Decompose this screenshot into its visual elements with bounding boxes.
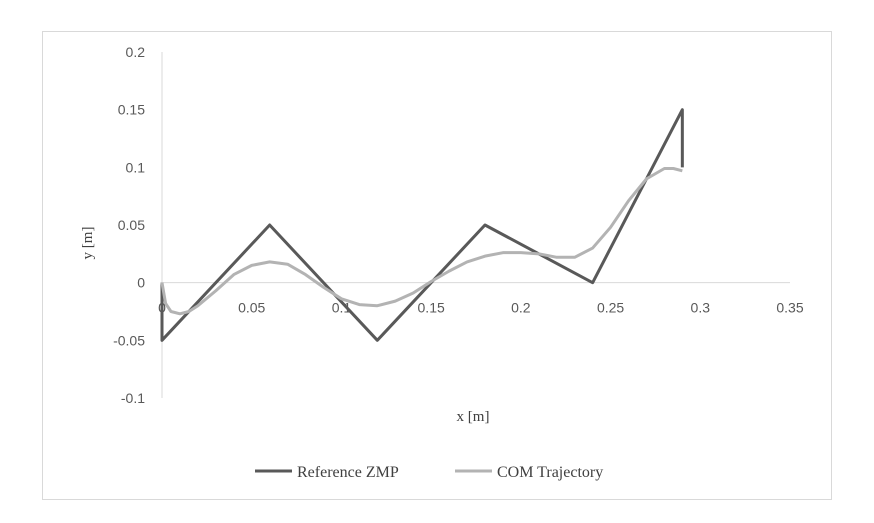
chart-area <box>42 31 832 500</box>
axes <box>161 52 790 398</box>
series-lines <box>160 108 684 342</box>
y-tick-label: 0.05 <box>118 217 145 233</box>
x-tick-label: 0.3 <box>691 300 711 316</box>
y-tick-label: -0.05 <box>113 332 145 348</box>
x-tick-label: 0.05 <box>238 300 265 316</box>
x-tick-label: 0.35 <box>776 300 803 316</box>
y-tick-label: 0.2 <box>126 44 146 60</box>
tick-labels: 0.2 0.15 0.1 0.05 0 -0.05 -0.1 0 0.05 0.1 0.15 0.2 0… <box>113 44 804 406</box>
x-tick-label: 0.1 <box>332 300 352 316</box>
legend: Reference ZMP COM Trajectory <box>255 464 603 481</box>
y-tick-label: 0.15 <box>118 102 145 118</box>
x-axis-title: x [m] <box>457 409 490 425</box>
x-tick-label: 0 <box>158 300 166 316</box>
y-axis-title: y [m] <box>80 227 96 260</box>
legend-label-com-trajectory: COM Trajectory <box>497 464 603 481</box>
legend-label-reference-zmp: Reference ZMP <box>297 464 399 481</box>
x-tick-label: 0.15 <box>418 300 445 316</box>
x-tick-label: 0.2 <box>511 300 531 316</box>
y-tick-label: 0 <box>137 275 145 291</box>
y-tick-label: 0.1 <box>126 159 146 175</box>
y-tick-label: -0.1 <box>121 390 145 406</box>
series-line-com-trajectory <box>160 166 683 316</box>
x-tick-label: 0.25 <box>597 300 624 316</box>
